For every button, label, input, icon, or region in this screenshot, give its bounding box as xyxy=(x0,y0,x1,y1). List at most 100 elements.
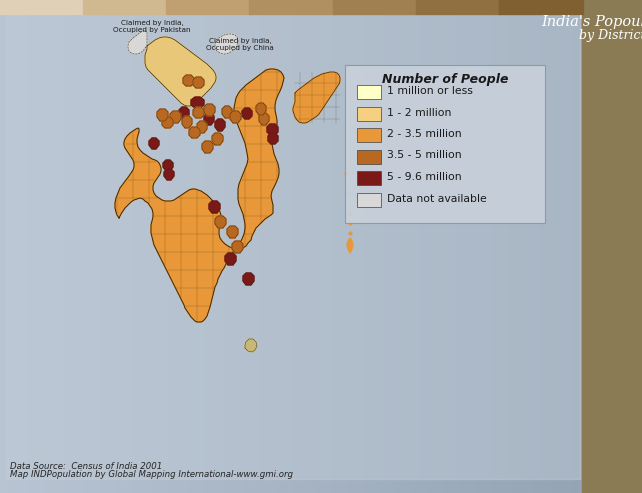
Bar xyxy=(357,85,381,99)
Bar xyxy=(549,0,553,493)
Bar xyxy=(347,0,351,493)
Bar xyxy=(96,0,101,493)
Bar xyxy=(357,128,381,142)
Bar xyxy=(568,0,573,493)
Bar xyxy=(353,0,358,493)
Bar xyxy=(90,0,94,493)
Polygon shape xyxy=(202,141,213,153)
Bar xyxy=(100,0,104,493)
Bar xyxy=(209,0,213,493)
Bar xyxy=(411,0,415,493)
Bar xyxy=(510,0,515,493)
Bar xyxy=(501,0,505,493)
Bar xyxy=(282,0,287,493)
Bar xyxy=(552,0,557,493)
Bar xyxy=(273,0,277,493)
Text: 3.5 - 5 million: 3.5 - 5 million xyxy=(387,150,462,161)
Polygon shape xyxy=(193,77,204,88)
Bar xyxy=(421,0,425,493)
Bar xyxy=(523,0,528,493)
Text: Number of People: Number of People xyxy=(382,73,508,86)
Bar xyxy=(173,0,178,493)
Bar xyxy=(212,0,216,493)
Polygon shape xyxy=(268,133,278,144)
Bar xyxy=(331,0,335,493)
Bar xyxy=(260,0,265,493)
Bar xyxy=(279,0,284,493)
Bar xyxy=(254,0,258,493)
Bar xyxy=(151,0,155,493)
Polygon shape xyxy=(164,169,174,180)
Bar xyxy=(623,0,627,493)
Bar xyxy=(587,0,592,493)
Bar xyxy=(520,0,525,493)
Polygon shape xyxy=(259,113,269,125)
Bar xyxy=(597,0,602,493)
Polygon shape xyxy=(256,103,266,115)
Text: 1 - 2 million: 1 - 2 million xyxy=(387,107,451,117)
Bar xyxy=(22,0,27,493)
Bar xyxy=(437,0,441,493)
Bar xyxy=(536,0,541,493)
Bar xyxy=(530,0,534,493)
Text: Claimed by India,
Occupied by Pakistan: Claimed by India, Occupied by Pakistan xyxy=(113,20,191,33)
Bar xyxy=(327,0,332,493)
Bar xyxy=(571,0,576,493)
Bar xyxy=(398,0,403,493)
Bar xyxy=(180,0,184,493)
Bar xyxy=(74,0,78,493)
Bar xyxy=(485,0,489,493)
Bar xyxy=(565,0,569,493)
Bar xyxy=(6,14,580,479)
Bar xyxy=(138,0,143,493)
Bar xyxy=(196,0,200,493)
Bar xyxy=(639,0,642,493)
Bar xyxy=(125,0,130,493)
Bar xyxy=(356,0,361,493)
Bar xyxy=(215,0,220,493)
Bar xyxy=(379,0,383,493)
Bar xyxy=(404,0,409,493)
FancyBboxPatch shape xyxy=(345,65,545,223)
Bar xyxy=(440,0,444,493)
Bar xyxy=(231,0,236,493)
Polygon shape xyxy=(347,238,353,253)
Bar xyxy=(414,0,419,493)
Text: 1 million or less: 1 million or less xyxy=(387,86,473,96)
Polygon shape xyxy=(227,226,238,238)
Bar xyxy=(29,0,33,493)
Bar xyxy=(499,0,583,14)
Bar xyxy=(517,0,521,493)
Bar xyxy=(357,192,381,207)
Bar xyxy=(170,0,175,493)
Bar xyxy=(449,0,454,493)
Text: Claimed by India,
Occupied by China: Claimed by India, Occupied by China xyxy=(206,38,274,51)
Bar xyxy=(112,0,117,493)
Bar xyxy=(357,149,381,164)
Bar xyxy=(39,0,43,493)
Bar xyxy=(456,0,460,493)
Bar xyxy=(6,0,11,493)
Polygon shape xyxy=(243,273,254,285)
Bar xyxy=(48,0,53,493)
Polygon shape xyxy=(183,75,194,86)
Bar xyxy=(55,0,59,493)
Polygon shape xyxy=(209,201,220,213)
Bar xyxy=(315,0,319,493)
Bar xyxy=(372,0,377,493)
Bar xyxy=(305,0,309,493)
Bar xyxy=(0,0,84,14)
Bar xyxy=(416,0,500,14)
Bar xyxy=(83,0,88,493)
Bar xyxy=(80,0,85,493)
Bar xyxy=(616,0,621,493)
Bar xyxy=(591,0,595,493)
Bar xyxy=(433,0,438,493)
Bar xyxy=(504,0,508,493)
Bar xyxy=(542,0,547,493)
Bar xyxy=(299,0,303,493)
Bar xyxy=(45,0,49,493)
Bar xyxy=(205,0,210,493)
Bar xyxy=(3,0,8,493)
Text: India's Popoulation: India's Popoulation xyxy=(541,15,642,29)
